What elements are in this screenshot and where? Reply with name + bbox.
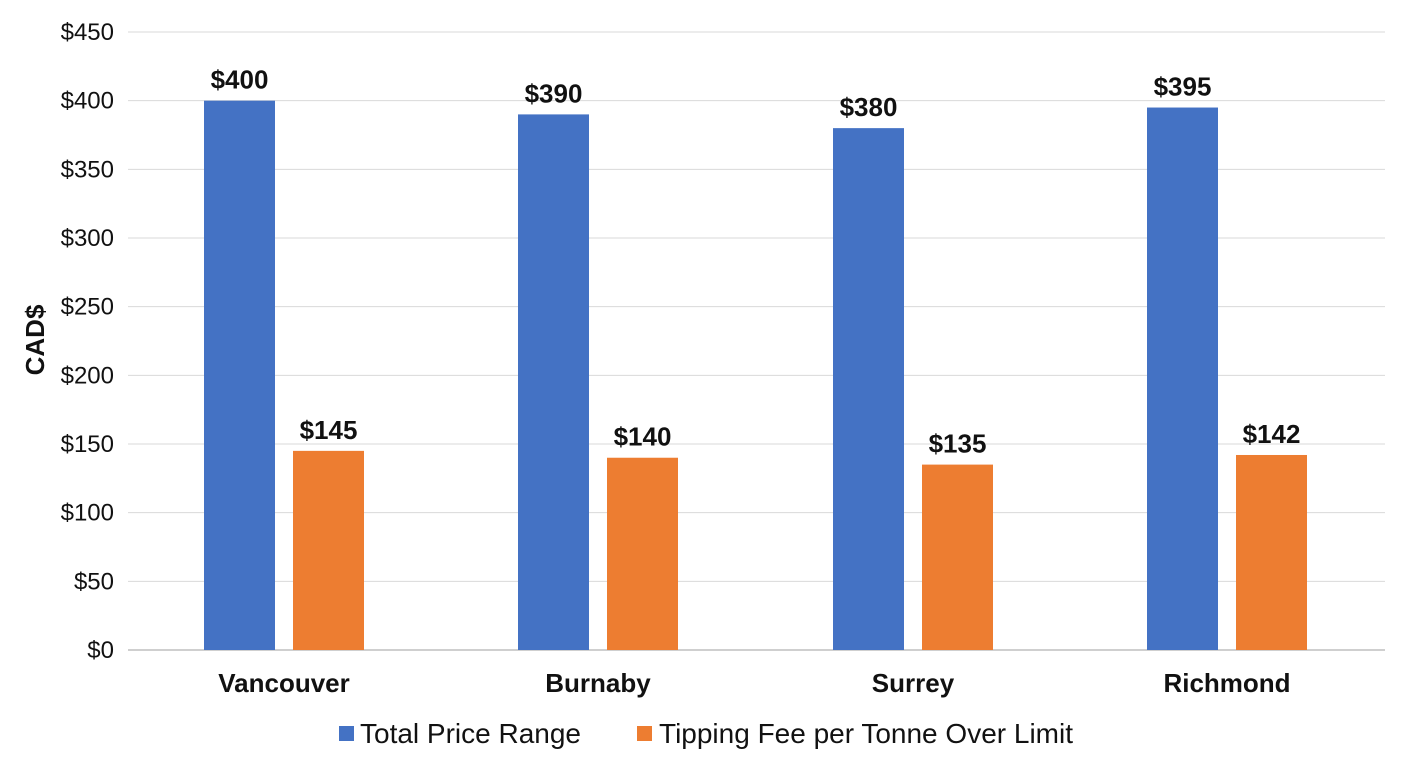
bar-vancouver-total-price bbox=[204, 100, 275, 650]
y-tick-label: $300 bbox=[61, 225, 114, 252]
y-tick-label: $400 bbox=[61, 88, 114, 115]
bar-burnaby-tipping-fee bbox=[607, 457, 678, 650]
data-label: $380 bbox=[840, 92, 898, 122]
legend-swatch bbox=[339, 726, 354, 741]
y-tick-label: $200 bbox=[61, 362, 114, 389]
category-label: Burnaby bbox=[545, 668, 651, 698]
y-tick-label: $450 bbox=[61, 19, 114, 46]
legend-swatch bbox=[637, 726, 652, 741]
legend-label: Tipping Fee per Tonne Over Limit bbox=[659, 718, 1073, 749]
category-label: Surrey bbox=[872, 668, 955, 698]
x-axis-categories: Vancouver Burnaby Surrey Richmond bbox=[218, 668, 1290, 698]
data-label: $142 bbox=[1243, 419, 1301, 449]
y-tick-label: $100 bbox=[61, 500, 114, 527]
legend-label: Total Price Range bbox=[360, 718, 581, 749]
data-label: $400 bbox=[211, 65, 269, 95]
y-axis-title: CAD$ bbox=[20, 304, 50, 375]
data-labels: $400 $145 $390 $140 $380 $135 $395 $142 bbox=[211, 65, 1301, 459]
bar-richmond-total-price bbox=[1147, 107, 1218, 651]
y-tick-label: $250 bbox=[61, 294, 114, 321]
y-tick-label: $0 bbox=[87, 637, 114, 664]
data-label: $135 bbox=[929, 429, 987, 459]
bar-surrey-tipping-fee bbox=[922, 464, 993, 650]
bar-burnaby-total-price bbox=[518, 114, 589, 650]
bar-surrey-total-price bbox=[833, 128, 904, 651]
data-label: $395 bbox=[1154, 72, 1212, 102]
legend: Total Price Range Tipping Fee per Tonne O… bbox=[339, 718, 1073, 749]
y-tick-label: $350 bbox=[61, 156, 114, 183]
data-label: $140 bbox=[614, 422, 672, 452]
data-label: $390 bbox=[525, 78, 583, 108]
data-label: $145 bbox=[300, 415, 358, 445]
bar-vancouver-tipping-fee bbox=[293, 450, 364, 650]
bars bbox=[204, 100, 1307, 651]
category-label: Vancouver bbox=[218, 668, 350, 698]
y-tick-label: $150 bbox=[61, 431, 114, 458]
y-tick-label: $50 bbox=[74, 568, 114, 595]
category-label: Richmond bbox=[1163, 668, 1290, 698]
bar-richmond-tipping-fee bbox=[1236, 454, 1307, 650]
y-axis-ticks: $0 $50 $100 $150 $200 $250 $300 $350 $400 $450 bbox=[61, 19, 114, 664]
